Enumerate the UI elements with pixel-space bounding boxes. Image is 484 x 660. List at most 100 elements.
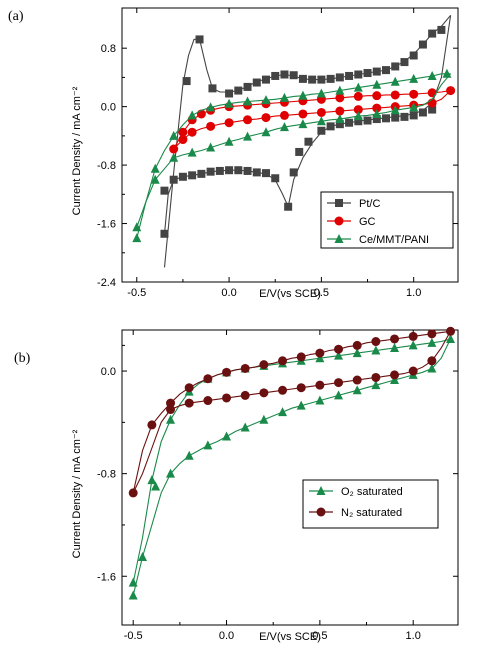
data-point bbox=[195, 35, 204, 44]
data-point bbox=[418, 40, 427, 49]
data-point bbox=[243, 115, 253, 125]
data-point bbox=[409, 51, 418, 60]
data-point bbox=[390, 105, 400, 115]
data-point bbox=[315, 380, 325, 390]
data-point bbox=[446, 326, 456, 336]
data-point bbox=[184, 450, 194, 460]
data-point bbox=[252, 168, 261, 177]
data-point bbox=[128, 577, 138, 587]
data-point bbox=[409, 111, 418, 120]
series-line-forward bbox=[132, 338, 451, 583]
plot-frame bbox=[121, 329, 459, 626]
legend-marker bbox=[334, 234, 344, 243]
data-point bbox=[222, 431, 232, 441]
data-point bbox=[279, 122, 289, 132]
data-point bbox=[224, 98, 234, 108]
data-point bbox=[352, 385, 362, 395]
data-point bbox=[446, 333, 456, 343]
data-point bbox=[335, 93, 345, 103]
data-point bbox=[372, 79, 382, 89]
data-point bbox=[259, 360, 269, 370]
series-n-saturated bbox=[128, 326, 456, 498]
x-tick-label: -0.5 bbox=[124, 630, 143, 642]
data-point bbox=[363, 69, 372, 78]
data-point bbox=[354, 117, 363, 126]
data-point bbox=[243, 166, 252, 175]
data-point bbox=[296, 352, 306, 362]
data-point bbox=[353, 82, 363, 92]
data-point bbox=[208, 84, 217, 93]
data-point bbox=[187, 110, 197, 120]
data-point bbox=[334, 378, 344, 388]
data-point bbox=[169, 144, 179, 154]
plot-frame bbox=[121, 7, 459, 283]
data-point bbox=[427, 337, 437, 347]
data-point bbox=[166, 398, 176, 408]
data-point bbox=[334, 350, 344, 360]
data-point bbox=[240, 422, 250, 432]
x-tick-label: 0.0 bbox=[221, 287, 236, 299]
data-point bbox=[427, 363, 437, 373]
data-point bbox=[372, 103, 382, 113]
data-point bbox=[184, 383, 194, 393]
data-point bbox=[382, 114, 390, 123]
data-point bbox=[289, 168, 298, 177]
data-point bbox=[372, 67, 381, 76]
data-point bbox=[132, 222, 142, 232]
x-tick-label: -0.5 bbox=[127, 287, 146, 299]
data-point bbox=[234, 166, 243, 175]
data-point bbox=[390, 342, 400, 352]
data-point bbox=[169, 152, 179, 162]
data-point bbox=[160, 229, 169, 238]
data-point bbox=[222, 367, 232, 377]
data-point bbox=[317, 126, 326, 135]
data-point bbox=[224, 118, 234, 128]
data-point bbox=[280, 70, 289, 79]
data-point bbox=[335, 85, 345, 95]
data-point bbox=[353, 111, 363, 121]
data-point bbox=[240, 390, 250, 400]
data-point bbox=[261, 127, 271, 137]
legend: O₂ saturated N₂ saturated bbox=[302, 479, 439, 529]
y-tick-label: -0.8 bbox=[97, 469, 116, 481]
data-point bbox=[345, 118, 354, 127]
data-point bbox=[279, 110, 289, 120]
panel-b-plot: -0.5 0.0 0.5 1.0 0.0 -0.8 -1.6 O₂ saturated N₂ s… bbox=[97, 326, 459, 642]
data-point bbox=[334, 344, 344, 354]
data-point bbox=[225, 166, 234, 175]
data-point bbox=[409, 73, 419, 83]
legend: Pt/C GC Ce/MMT/PANI bbox=[320, 191, 454, 249]
data-point bbox=[334, 390, 344, 400]
legend-label: N₂ saturated bbox=[341, 507, 402, 519]
data-point bbox=[298, 90, 308, 100]
data-point bbox=[298, 119, 308, 129]
series-line-forward bbox=[173, 90, 451, 150]
data-point bbox=[240, 363, 250, 373]
x-tick-label: 0.5 bbox=[312, 630, 327, 642]
data-point bbox=[271, 71, 280, 80]
series-line-reverse bbox=[136, 73, 452, 239]
data-point bbox=[408, 340, 418, 350]
data-point bbox=[442, 68, 452, 78]
legend-label: O₂ saturated bbox=[341, 486, 403, 498]
data-point bbox=[151, 481, 161, 491]
series-line-forward bbox=[132, 330, 451, 494]
data-point bbox=[222, 393, 232, 403]
data-point bbox=[298, 74, 307, 83]
data-point bbox=[206, 142, 216, 152]
data-point bbox=[371, 345, 381, 355]
legend-box bbox=[302, 479, 439, 529]
data-point bbox=[352, 340, 362, 350]
data-point bbox=[138, 552, 148, 562]
x-tick-label: 0.0 bbox=[219, 630, 234, 642]
data-point bbox=[128, 590, 138, 600]
data-point bbox=[271, 174, 280, 183]
data-point bbox=[203, 440, 213, 450]
data-point bbox=[197, 169, 206, 178]
y-tick-label: 0.8 bbox=[101, 43, 116, 55]
data-point bbox=[352, 375, 362, 385]
data-point bbox=[224, 136, 234, 146]
data-point bbox=[304, 137, 313, 146]
data-point bbox=[345, 71, 354, 80]
data-point bbox=[150, 174, 160, 184]
